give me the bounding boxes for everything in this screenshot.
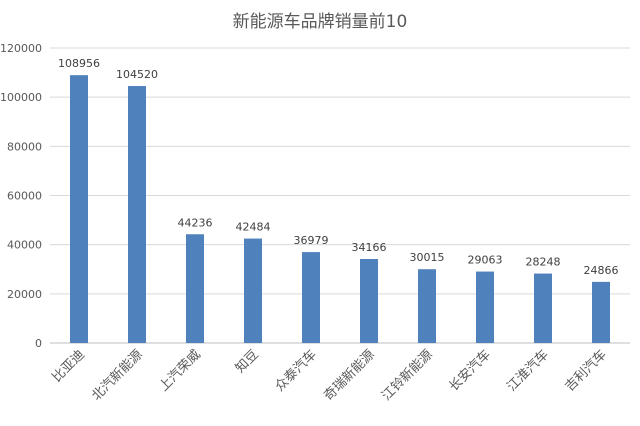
data-labels: 108956 104520 44236 42484 36979 34166 30015 290… [58, 57, 619, 277]
bar [592, 281, 610, 343]
bar [302, 252, 320, 343]
y-tick-label: 0 [35, 337, 42, 350]
x-tick-label: 长安汽车 [446, 347, 494, 395]
x-tick-label: 奇瑞新能源 [321, 347, 378, 404]
x-tick-label: 江淮汽车 [504, 347, 552, 395]
y-tick-label: 80000 [7, 140, 42, 153]
x-tick-label: 吉利汽车 [562, 347, 610, 395]
data-label: 24866 [584, 264, 619, 277]
data-label: 34166 [352, 241, 387, 254]
data-label: 30015 [410, 251, 445, 264]
y-tick-label: 120000 [0, 42, 42, 55]
x-tick-label: 知豆 [232, 347, 262, 377]
bar [360, 259, 378, 343]
y-axis: 0 20000 40000 60000 80000 100000 120000 [0, 42, 42, 350]
x-axis: 比亚迪 北汽新能源 上汽荣威 知豆 众泰汽车 奇瑞新能源 江铃新能源 长安汽车 江淮汽车 吉利汽车 [50, 347, 610, 404]
y-tick-label: 100000 [0, 91, 42, 104]
bar [476, 271, 494, 343]
gridlines [50, 47, 630, 344]
bars [70, 75, 610, 344]
bar [128, 86, 146, 344]
bar [70, 75, 88, 343]
data-label: 108956 [58, 57, 100, 70]
bar [418, 269, 436, 343]
x-tick-label: 比亚迪 [50, 347, 88, 385]
data-label: 28248 [526, 256, 561, 269]
x-tick-label: 众泰汽车 [272, 347, 320, 395]
y-tick-label: 40000 [7, 239, 42, 252]
x-tick-label: 北汽新能源 [89, 347, 146, 404]
data-label: 104520 [116, 68, 158, 81]
bar [186, 234, 204, 343]
data-label: 36979 [294, 234, 329, 247]
data-label: 44236 [178, 216, 213, 229]
x-tick-label: 上汽荣威 [156, 347, 203, 394]
x-tick-label: 江铃新能源 [379, 347, 436, 404]
chart-title: 新能源车品牌销量前10 [233, 12, 408, 32]
y-tick-label: 60000 [7, 190, 42, 203]
data-label: 42484 [236, 221, 271, 234]
data-label: 29063 [468, 254, 503, 267]
y-tick-label: 20000 [7, 288, 42, 301]
bar [244, 238, 262, 343]
bar [534, 273, 552, 343]
